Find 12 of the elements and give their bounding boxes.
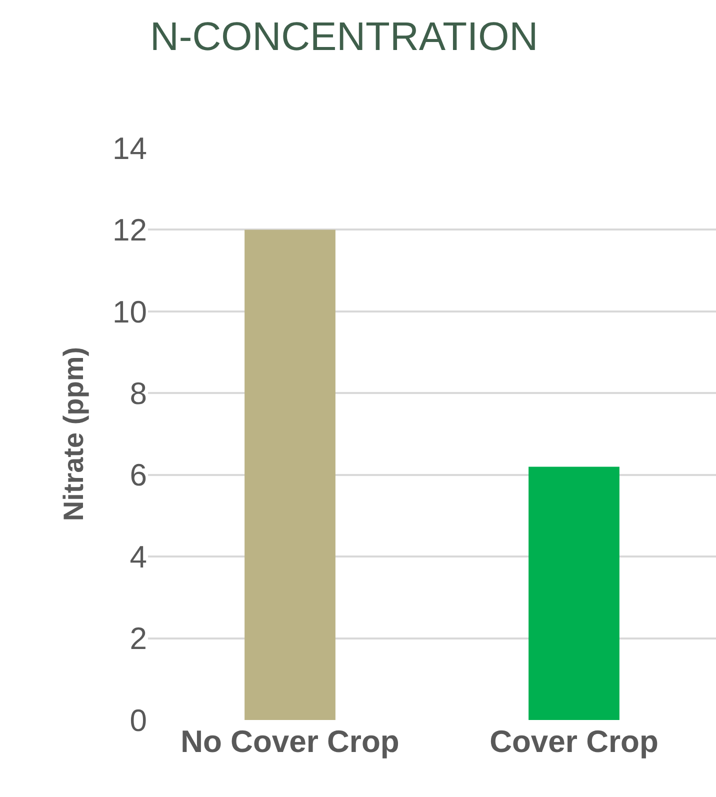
x-tick-label: No Cover Crop — [180, 724, 400, 759]
y-tick-label: 6 — [130, 458, 147, 493]
y-tick-label: 0 — [130, 702, 147, 738]
y-axis-title: Nitrate (ppm) — [58, 346, 90, 522]
y-tick-label: 4 — [130, 539, 147, 574]
y-tick-label: 12 — [112, 212, 147, 248]
y-tick-label: 10 — [112, 294, 147, 330]
chart-title: N-CONCENTRATION — [150, 14, 538, 59]
y-tick-label: 14 — [112, 130, 147, 166]
x-tick-label: Cover Crop — [490, 724, 658, 759]
y-tick-label: 8 — [130, 376, 147, 411]
y-tick-label: 2 — [130, 621, 147, 656]
